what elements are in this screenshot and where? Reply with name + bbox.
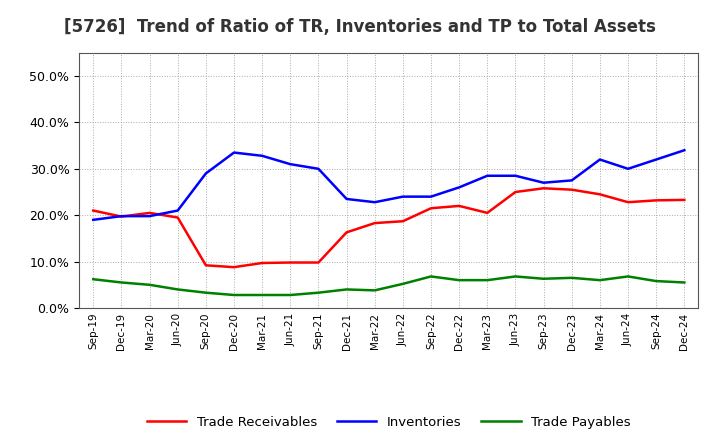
Inventories	[89, 217, 98, 223]
Trade Payables	[145, 282, 154, 287]
Trade Payables	[314, 290, 323, 295]
Inventories	[202, 171, 210, 176]
Trade Receivables	[483, 210, 492, 216]
Trade Receivables	[314, 260, 323, 265]
Inventories	[342, 196, 351, 202]
Inventories	[539, 180, 548, 185]
Trade Receivables	[202, 263, 210, 268]
Trade Payables	[652, 279, 660, 284]
Inventories	[286, 161, 294, 167]
Trade Payables	[624, 274, 632, 279]
Trade Receivables	[145, 210, 154, 216]
Inventories	[511, 173, 520, 178]
Inventories	[652, 157, 660, 162]
Trade Receivables	[399, 219, 408, 224]
Legend: Trade Receivables, Inventories, Trade Payables: Trade Receivables, Inventories, Trade Pa…	[141, 411, 636, 434]
Inventories	[314, 166, 323, 172]
Trade Payables	[427, 274, 436, 279]
Line: Inventories: Inventories	[94, 150, 684, 220]
Inventories	[258, 153, 266, 158]
Trade Payables	[286, 292, 294, 297]
Line: Trade Payables: Trade Payables	[94, 276, 684, 295]
Inventories	[427, 194, 436, 199]
Trade Receivables	[174, 215, 182, 220]
Inventories	[595, 157, 604, 162]
Trade Receivables	[286, 260, 294, 265]
Trade Receivables	[511, 189, 520, 194]
Inventories	[624, 166, 632, 172]
Inventories	[455, 185, 464, 190]
Trade Payables	[202, 290, 210, 295]
Trade Payables	[370, 288, 379, 293]
Inventories	[230, 150, 238, 155]
Trade Receivables	[342, 230, 351, 235]
Trade Payables	[89, 277, 98, 282]
Inventories	[145, 213, 154, 219]
Trade Payables	[258, 292, 266, 297]
Trade Receivables	[680, 197, 688, 202]
Trade Payables	[483, 278, 492, 283]
Inventories	[174, 208, 182, 213]
Line: Trade Receivables: Trade Receivables	[94, 188, 684, 267]
Text: [5726]  Trend of Ratio of TR, Inventories and TP to Total Assets: [5726] Trend of Ratio of TR, Inventories…	[64, 18, 656, 36]
Inventories	[370, 200, 379, 205]
Trade Receivables	[539, 186, 548, 191]
Trade Receivables	[89, 208, 98, 213]
Trade Payables	[399, 281, 408, 286]
Trade Payables	[230, 292, 238, 297]
Trade Payables	[567, 275, 576, 280]
Inventories	[399, 194, 408, 199]
Inventories	[680, 147, 688, 153]
Trade Payables	[174, 287, 182, 292]
Trade Receivables	[652, 198, 660, 203]
Trade Payables	[342, 287, 351, 292]
Trade Receivables	[455, 203, 464, 209]
Trade Receivables	[567, 187, 576, 192]
Trade Payables	[595, 278, 604, 283]
Trade Payables	[539, 276, 548, 282]
Trade Payables	[455, 278, 464, 283]
Trade Receivables	[258, 260, 266, 266]
Trade Receivables	[595, 192, 604, 197]
Inventories	[117, 213, 126, 219]
Inventories	[567, 178, 576, 183]
Trade Payables	[680, 280, 688, 285]
Trade Receivables	[370, 220, 379, 226]
Trade Payables	[511, 274, 520, 279]
Trade Receivables	[117, 214, 126, 219]
Trade Receivables	[230, 264, 238, 270]
Trade Payables	[117, 280, 126, 285]
Inventories	[483, 173, 492, 178]
Trade Receivables	[624, 200, 632, 205]
Trade Receivables	[427, 205, 436, 211]
